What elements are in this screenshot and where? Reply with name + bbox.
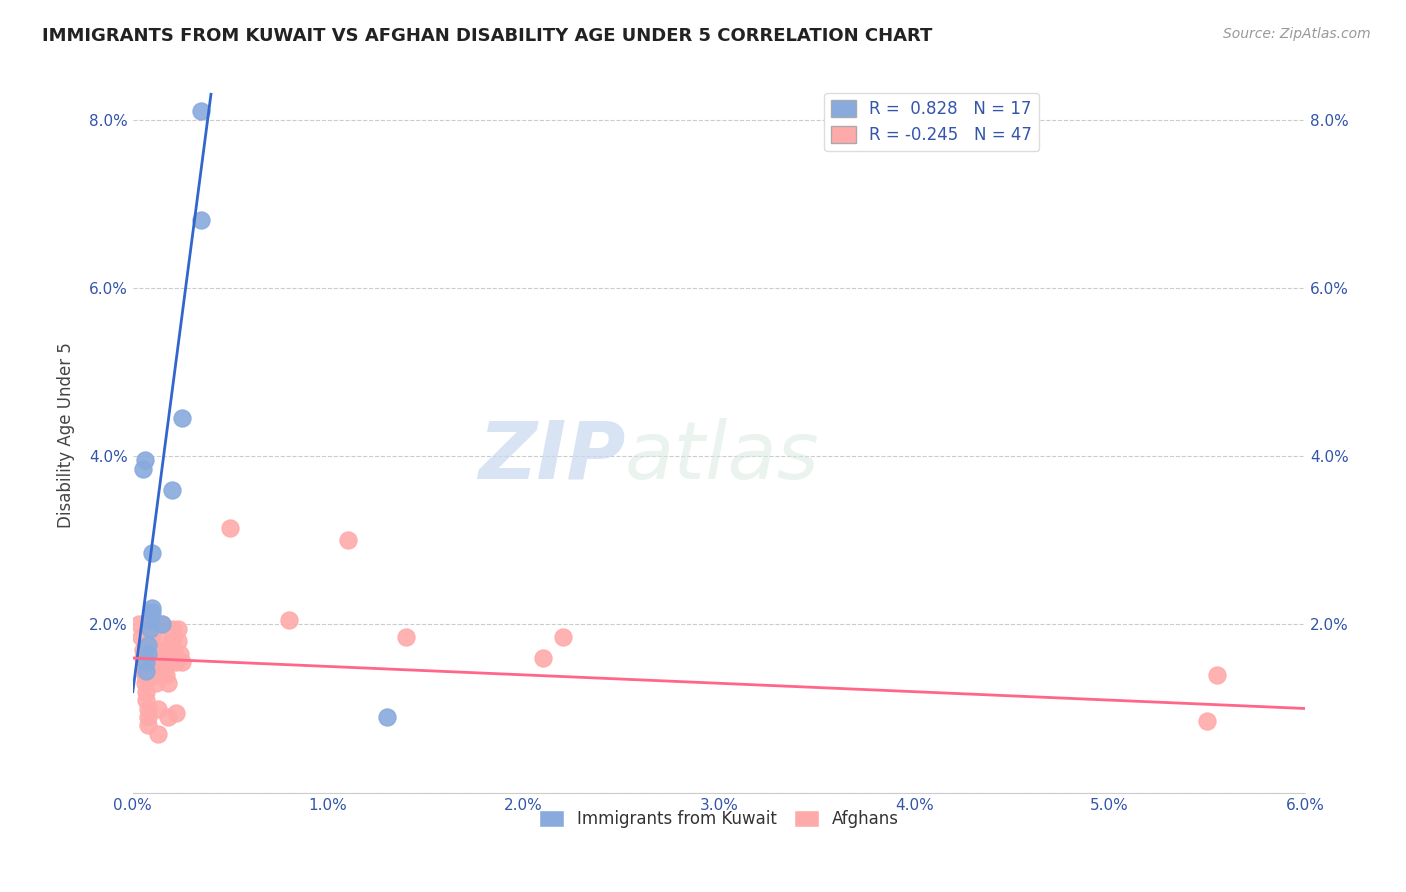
Point [166, 634, 188, 648]
Point [165, 706, 187, 720]
Point [131, 651, 153, 665]
Point [143, 651, 166, 665]
Point [153, 651, 176, 665]
Text: IMMIGRANTS FROM KUWAIT VS AFGHAN DISABILITY AGE UNDER 5 CORRELATION CHART: IMMIGRANTS FROM KUWAIT VS AFGHAN DISABIL… [42, 27, 932, 45]
Point [138, 647, 160, 661]
Point [134, 453, 156, 467]
Point [131, 461, 153, 475]
Legend: Immigrants from Kuwait, Afghans: Immigrants from Kuwait, Afghans [533, 803, 905, 834]
Point [128, 617, 150, 632]
Point [551, 630, 574, 644]
Point [145, 676, 167, 690]
Text: atlas: atlas [626, 417, 820, 495]
Point [135, 655, 157, 669]
Point [531, 651, 554, 665]
Point [150, 617, 173, 632]
Point [141, 642, 163, 657]
Point [169, 647, 191, 661]
Point [170, 411, 193, 425]
Point [155, 668, 177, 682]
Point [163, 642, 186, 657]
Point [1206, 668, 1229, 682]
Point [190, 104, 212, 119]
Point [156, 676, 179, 690]
Point [138, 639, 160, 653]
Y-axis label: Disability Age Under 5: Disability Age Under 5 [58, 343, 75, 528]
Point [134, 676, 156, 690]
Point [163, 651, 186, 665]
Point [395, 630, 418, 644]
Point [219, 520, 242, 534]
Point [148, 727, 170, 741]
Point [138, 701, 160, 715]
Point [148, 701, 170, 715]
Point [145, 668, 167, 682]
Point [190, 213, 212, 227]
Point [135, 693, 157, 707]
Point [131, 642, 153, 657]
Point [141, 630, 163, 644]
Point [150, 634, 173, 648]
Text: Source: ZipAtlas.com: Source: ZipAtlas.com [1223, 27, 1371, 41]
Point [336, 533, 359, 548]
Point [166, 622, 188, 636]
Point [156, 710, 179, 724]
Point [155, 659, 177, 673]
Point [141, 605, 163, 619]
Point [135, 684, 157, 698]
Point [139, 613, 162, 627]
Point [141, 546, 163, 560]
Point [134, 668, 156, 682]
Point [1197, 714, 1219, 728]
Point [143, 659, 166, 673]
Point [138, 718, 160, 732]
Point [129, 630, 152, 644]
Point [278, 613, 301, 627]
Point [139, 622, 162, 636]
Point [134, 659, 156, 673]
Point [139, 617, 162, 632]
Point [138, 710, 160, 724]
Point [153, 642, 176, 657]
Point [170, 655, 193, 669]
Point [165, 655, 187, 669]
Point [160, 622, 183, 636]
Point [160, 483, 183, 497]
Point [150, 617, 173, 632]
Text: ZIP: ZIP [478, 417, 626, 495]
Point [135, 664, 157, 678]
Point [375, 710, 398, 724]
Point [141, 600, 163, 615]
Point [160, 634, 183, 648]
